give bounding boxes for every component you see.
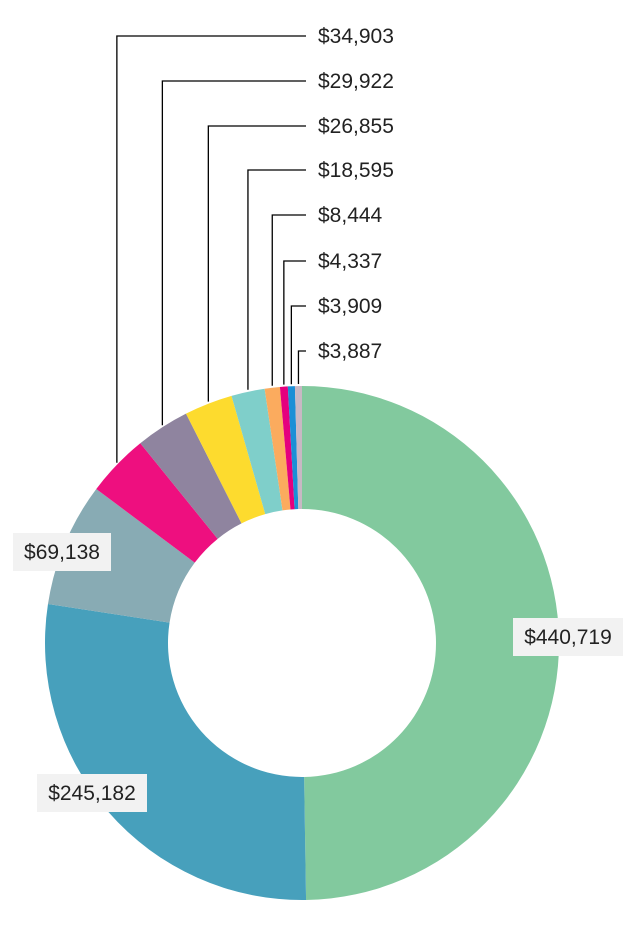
data-label: $245,182 xyxy=(48,782,136,805)
leader-line xyxy=(290,305,306,385)
data-label-bg xyxy=(513,618,623,656)
data-label: $440,719 xyxy=(524,626,612,649)
leader-line xyxy=(297,350,306,385)
data-label: $4,337 xyxy=(318,250,382,273)
leader-line xyxy=(207,125,306,402)
data-label-bg xyxy=(13,533,111,571)
data-label: $3,909 xyxy=(318,295,382,318)
leader-line xyxy=(247,169,306,390)
donut-slice-6 xyxy=(231,388,283,515)
donut-slice-9 xyxy=(287,386,299,510)
donut-slice-3 xyxy=(96,443,218,563)
data-label: $3,887 xyxy=(318,340,382,363)
donut-slice-2 xyxy=(47,488,195,623)
leader-line xyxy=(271,214,306,386)
data-label: $29,922 xyxy=(318,70,394,93)
donut-slice-8 xyxy=(279,386,295,510)
donut-slice-5 xyxy=(185,395,266,524)
data-label: $18,595 xyxy=(318,159,394,182)
donut-slice-10 xyxy=(294,386,302,510)
leader-line xyxy=(116,35,306,463)
data-label: $69,138 xyxy=(24,541,100,564)
leader-line xyxy=(161,80,306,426)
donut-slice-0 xyxy=(302,386,559,900)
donut-slice-1 xyxy=(45,603,307,900)
data-label-bg xyxy=(37,774,147,812)
donut-slice-4 xyxy=(140,413,242,539)
data-label: $34,903 xyxy=(318,25,394,48)
donut-slice-7 xyxy=(264,386,291,511)
data-label: $26,855 xyxy=(318,115,394,138)
data-label: $8,444 xyxy=(318,204,383,227)
leader-line xyxy=(283,260,306,385)
